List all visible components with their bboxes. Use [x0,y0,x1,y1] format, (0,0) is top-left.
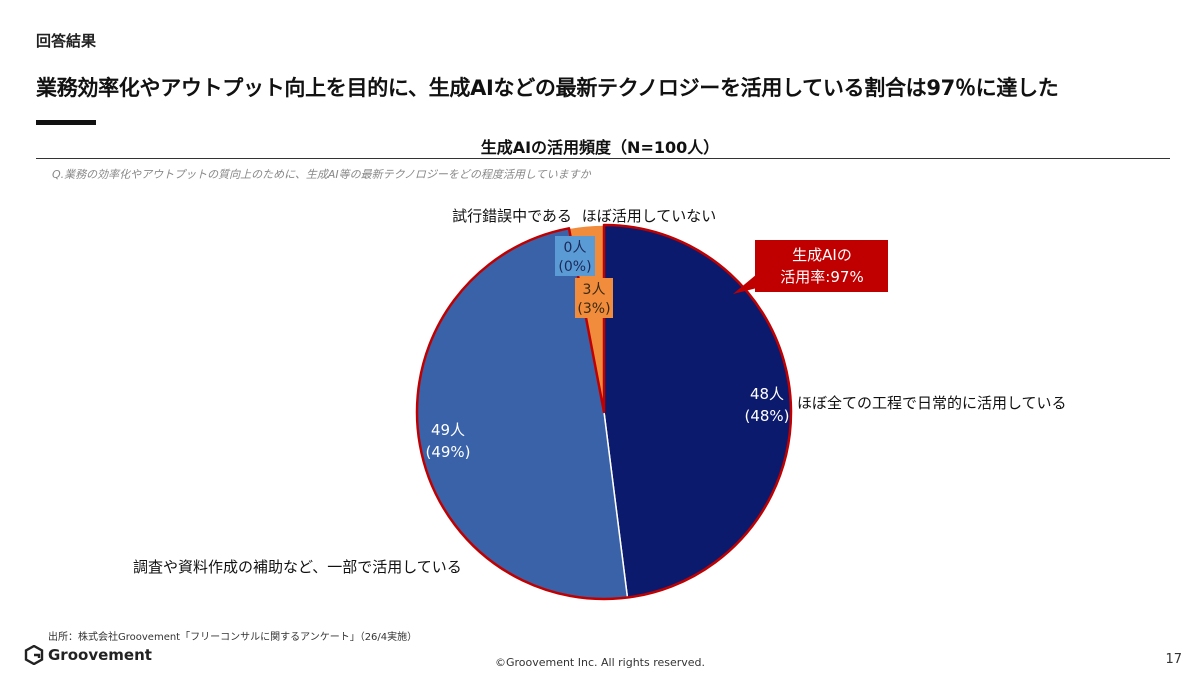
page-headline: 業務効率化やアウトプット向上を目的に、生成AIなどの最新テクノロジーを活用してい… [36,76,1059,100]
active-usage-outline [415,223,793,601]
slice-1-category-label: ほぼ全ての工程で日常的に活用している [797,394,1067,412]
section-label: 回答結果 [36,32,97,50]
callout-pointer [733,274,757,294]
logo-text: Groovement [48,646,152,664]
slice-3-count-label: 0人 [564,240,587,256]
slice-4-label-box [575,278,613,318]
slice-3-pct-label: (0%) [558,259,591,275]
slice-2-count-label: 49人 [431,421,465,439]
title-divider [36,158,1170,159]
slice-1-count-label: 48人 [750,385,784,403]
source-note: 出所：株式会社Groovement「フリーコンサルに関するアンケート」（26/4… [48,632,418,643]
slice-2-pct-label: (49%) [425,443,470,461]
slice-4-category-label: ほぼ活用していない [582,207,717,225]
slice-4-count-label: 3人 [583,282,606,298]
survey-question: Q.業務の効率化やアウトプットの質向上のために、生成AI等の最新テクノロジーをど… [52,168,591,181]
callout-line-1: 生成AIの [792,246,852,264]
slice-3-category-label: 試行錯誤中である [452,207,572,225]
callout-line-2: 活用率:97% [780,268,863,286]
copyright: ©Groovement Inc. All rights reserved. [494,656,706,669]
callout-box [755,240,888,292]
slice-3-label-box [555,236,595,276]
page-number: 17 [1165,652,1182,667]
slice-4-pct-label: (3%) [577,301,610,317]
groovement-logo-icon [24,645,44,665]
groovement-logo: Groovement [24,645,152,665]
slice-1-pct-label: (48%) [744,407,789,425]
accent-bar [36,120,96,125]
chart-title: 生成AIの活用頻度（N=100人） [480,138,720,157]
slice-2-category-label: 調査や資料作成の補助など、一部で活用している [133,558,462,576]
